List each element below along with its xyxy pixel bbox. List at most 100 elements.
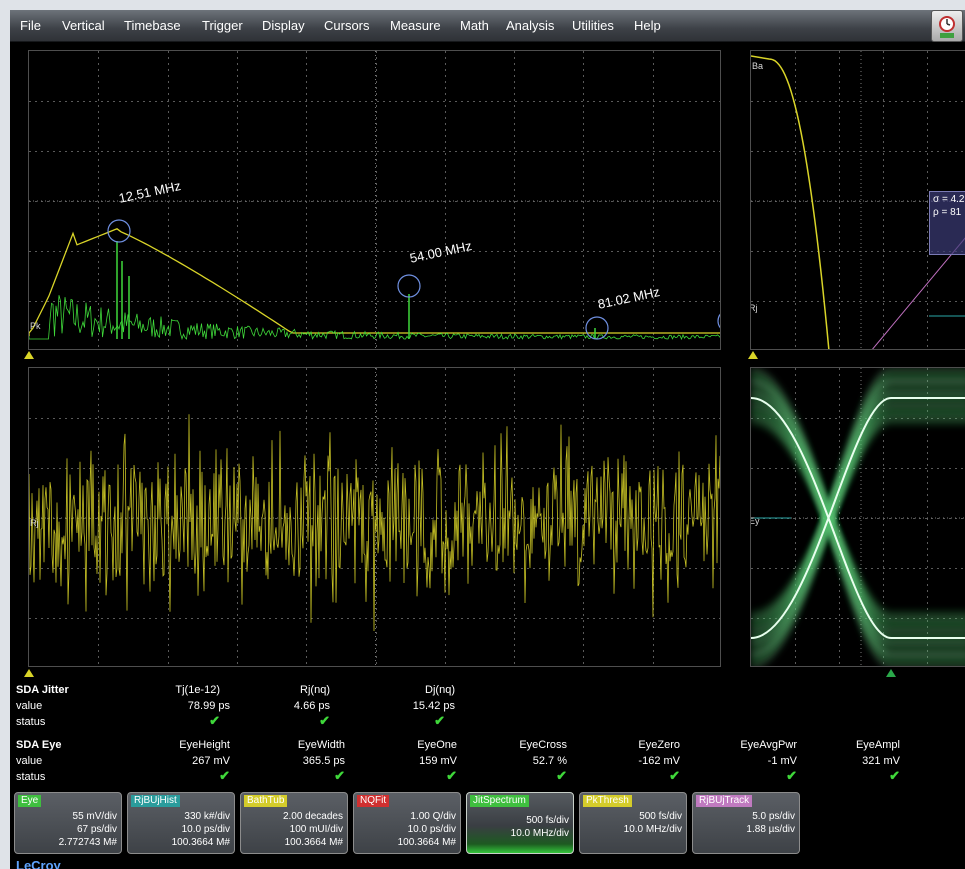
eye-status-ampl: ✔ bbox=[889, 768, 900, 783]
eye-status-height: ✔ bbox=[219, 768, 230, 783]
peak-marker-circle bbox=[107, 219, 131, 243]
descriptor-tag: RjBUjTrack bbox=[696, 795, 753, 807]
descriptor-nqfit[interactable]: NQFit 1.00 Q/div 10.0 ps/div 100.3664 M# bbox=[353, 792, 461, 854]
eye-status-zero: ✔ bbox=[669, 768, 680, 783]
descriptor-tag: RjBUjHist bbox=[131, 795, 180, 807]
jitter-value-rj: 4.66 ps bbox=[293, 700, 330, 712]
eye-value-ampl: 321 mV bbox=[862, 755, 900, 767]
rj-track-trace bbox=[29, 414, 720, 632]
track-channel-label: Rj bbox=[30, 518, 39, 528]
eye-header-avgpwr: EyeAvgPwr bbox=[740, 739, 797, 751]
eye-diagram-grid[interactable]: Ey bbox=[750, 367, 965, 667]
descriptor-line: 10.0 MHz/div bbox=[623, 824, 682, 835]
jitter-status-rj: ✔ bbox=[319, 713, 330, 728]
eye-value-zero: -162 mV bbox=[638, 755, 680, 767]
jitter-spectrum-grid[interactable]: Pk 12.51 MHz 54.00 MHz 81.02 MHz bbox=[28, 50, 721, 350]
descriptor-line: 1.00 Q/div bbox=[410, 811, 456, 822]
eye-value-one: 159 mV bbox=[419, 755, 457, 767]
peak-marker-circle bbox=[397, 274, 421, 298]
descriptor-line: 10.0 ps/div bbox=[407, 824, 456, 835]
trace-descriptor-bar: Eye 55 mV/div 67 ps/div 2.772743 M# RjBU… bbox=[14, 792, 964, 856]
descriptor-line: 100.3664 M# bbox=[284, 837, 343, 848]
menu-cursors[interactable]: Cursors bbox=[324, 18, 370, 33]
descriptor-rjbujtrack[interactable]: RjBUjTrack 5.0 ps/div 1.88 µs/div bbox=[692, 792, 800, 854]
bathtub-grid[interactable]: Ba Rj σ = 4.2 ρ = 81 bbox=[750, 50, 965, 350]
jitter-status-tj: ✔ bbox=[209, 713, 220, 728]
descriptor-bathtub[interactable]: BathTub 2.00 decades 100 mUI/div 100.366… bbox=[240, 792, 348, 854]
descriptor-jitspectrum[interactable]: JitSpectrum 500 fs/div 10.0 MHz/div bbox=[466, 792, 574, 854]
measurement-table: SDA Jitter value status Tj(1e-12) Rj(nq)… bbox=[10, 680, 965, 795]
sda-eye-title: SDA Eye bbox=[16, 739, 62, 751]
descriptor-line: 1.88 µs/div bbox=[746, 824, 795, 835]
eye-value-row-label: value bbox=[16, 755, 43, 767]
descriptor-line: 2.772743 M# bbox=[58, 837, 117, 848]
jitter-value-tj: 78.99 ps bbox=[187, 700, 230, 712]
menu-file[interactable]: File bbox=[20, 18, 41, 33]
descriptor-tag: BathTub bbox=[244, 795, 288, 807]
lecroy-logo: LeCroy bbox=[16, 858, 61, 869]
menu-math[interactable]: Math bbox=[460, 18, 489, 33]
descriptor-pkthresh[interactable]: PkThresh 500 fs/div 10.0 MHz/div bbox=[579, 792, 687, 854]
descriptor-rjbujhist[interactable]: RjBUjHist 330 k#/div 10.0 ps/div 100.366… bbox=[127, 792, 235, 854]
jitter-status-dj: ✔ bbox=[434, 713, 445, 728]
eye-status-avgpwr: ✔ bbox=[786, 768, 797, 783]
descriptor-tag: NQFit bbox=[357, 795, 390, 807]
descriptor-tag: JitSpectrum bbox=[470, 795, 529, 807]
eye-header-width: EyeWidth bbox=[297, 739, 345, 751]
eye-header-one: EyeOne bbox=[417, 739, 457, 751]
descriptor-line: 5.0 ps/div bbox=[752, 811, 795, 822]
rho-label: ρ = 81 bbox=[933, 207, 962, 218]
menu-bar: File Vertical Timebase Trigger Display C… bbox=[10, 10, 965, 42]
eye-header-cross: EyeCross bbox=[519, 739, 567, 751]
menu-measure[interactable]: Measure bbox=[390, 18, 441, 33]
track-trigger-marker[interactable] bbox=[24, 669, 34, 677]
descriptor-line: 55 mV/div bbox=[72, 811, 117, 822]
descriptor-eye[interactable]: Eye 55 mV/div 67 ps/div 2.772743 M# bbox=[14, 792, 122, 854]
jitter-header-tj: Tj(1e-12) bbox=[175, 684, 220, 696]
descriptor-line: 330 k#/div bbox=[184, 811, 230, 822]
spectrum-trigger-marker[interactable] bbox=[24, 351, 34, 359]
descriptor-line: 67 ps/div bbox=[76, 824, 117, 835]
descriptor-line: 10.0 MHz/div bbox=[510, 828, 569, 839]
menu-trigger[interactable]: Trigger bbox=[202, 18, 243, 33]
bathtub-marker[interactable] bbox=[748, 351, 758, 359]
descriptor-tag: PkThresh bbox=[583, 795, 632, 807]
menu-display[interactable]: Display bbox=[262, 18, 305, 33]
eye-channel-label: Ey bbox=[750, 516, 760, 526]
fit-info-box: σ = 4.2 ρ = 81 bbox=[929, 191, 965, 255]
descriptor-line: 500 fs/div bbox=[526, 815, 569, 826]
jitter-header-rj: Rj(nq) bbox=[300, 684, 330, 696]
bathtub-curve bbox=[751, 55, 830, 349]
eye-trace-bright bbox=[751, 397, 965, 639]
eye-value-width: 365.5 ps bbox=[302, 755, 345, 767]
descriptor-line: 2.00 decades bbox=[282, 811, 343, 822]
descriptor-line: 100.3664 M# bbox=[171, 837, 230, 848]
sda-jitter-title: SDA Jitter bbox=[16, 684, 69, 696]
descriptor-tag: Eye bbox=[18, 795, 42, 807]
descriptor-line: 100.3664 M# bbox=[397, 837, 456, 848]
bathtub-lower-label: Rj bbox=[751, 303, 758, 313]
descriptor-line: 100 mUI/div bbox=[289, 824, 343, 835]
menu-utilities[interactable]: Utilities bbox=[572, 18, 614, 33]
alarm-clock-icon[interactable] bbox=[931, 10, 963, 42]
jitter-spectrum-trace bbox=[29, 295, 720, 341]
threshold-envelope bbox=[29, 228, 720, 336]
eye-header-zero: EyeZero bbox=[638, 739, 680, 751]
menu-analysis[interactable]: Analysis bbox=[506, 18, 555, 33]
eye-value-cross: 52.7 % bbox=[532, 755, 567, 767]
jitter-status-row-label: status bbox=[16, 716, 46, 728]
bathtub-channel-label: Ba bbox=[752, 61, 764, 71]
rj-track-grid[interactable]: Rj bbox=[28, 367, 721, 667]
eye-trace-bright bbox=[751, 397, 965, 639]
descriptor-line: 500 fs/div bbox=[639, 811, 682, 822]
menu-help[interactable]: Help bbox=[634, 18, 661, 33]
eye-header-height: EyeHeight bbox=[179, 739, 230, 751]
eye-value-height: 267 mV bbox=[192, 755, 230, 767]
menu-timebase[interactable]: Timebase bbox=[124, 18, 181, 33]
eye-status-one: ✔ bbox=[446, 768, 457, 783]
peak-marker-circle bbox=[717, 313, 720, 329]
menu-vertical[interactable]: Vertical bbox=[62, 18, 105, 33]
eye-marker[interactable] bbox=[886, 669, 896, 677]
spectrum-channel-label: Pk bbox=[30, 321, 41, 331]
eye-value-avgpwr: -1 mV bbox=[767, 755, 797, 767]
